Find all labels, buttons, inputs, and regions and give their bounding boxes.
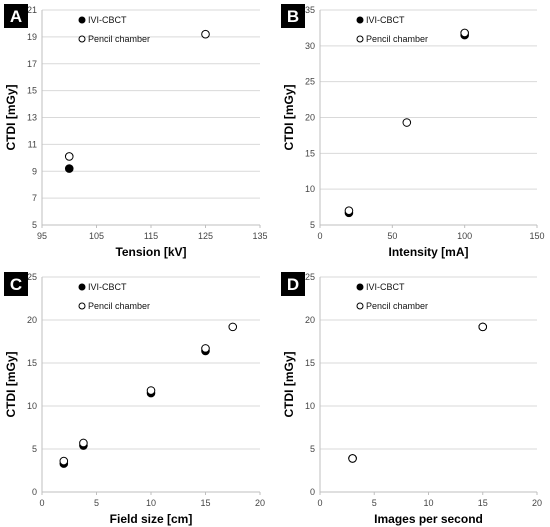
y-axis-title: CTDI [mGy] xyxy=(4,84,18,150)
x-tick-label: 5 xyxy=(94,498,99,508)
point-pencil-chamber xyxy=(59,456,69,466)
legend-marker xyxy=(78,16,86,24)
y-tick-label: 15 xyxy=(305,148,315,158)
point-pencil-chamber xyxy=(79,438,88,448)
y-tick-label: 10 xyxy=(305,184,315,194)
panel-badge-label: C xyxy=(10,275,22,294)
x-tick-label: 15 xyxy=(200,498,210,508)
y-tick-label: 0 xyxy=(32,487,37,497)
legend-label: Pencil chamber xyxy=(88,34,150,44)
panel-c: 0 5 10 15 20 25 0 5 10 15 20 Field size [cm] CTDI [m… xyxy=(4,272,265,526)
y-tick-label: 17 xyxy=(27,59,37,69)
legend-marker xyxy=(78,283,86,291)
y-tick-label: 9 xyxy=(32,166,37,176)
legend-label: IVI-CBCT xyxy=(88,15,127,25)
y-tick-label: 25 xyxy=(27,272,37,282)
point-pencil-chamber xyxy=(478,322,488,332)
y-tick-label: 15 xyxy=(27,358,37,368)
x-tick-label: 20 xyxy=(255,498,265,508)
x-tick-label: 105 xyxy=(89,231,104,241)
y-tick-label: 10 xyxy=(27,401,37,411)
y-tick-label: 19 xyxy=(27,32,37,42)
y-tick-label: 21 xyxy=(27,5,37,15)
y-axis-title: CTDI [mGy] xyxy=(282,351,296,417)
legend-label: Pencil chamber xyxy=(366,301,428,311)
legend-label: IVI-CBCT xyxy=(366,282,405,292)
x-tick-label: 0 xyxy=(317,498,322,508)
point-pencil-chamber xyxy=(201,344,210,353)
point-pencil-chamber xyxy=(228,322,238,332)
y-tick-label: 30 xyxy=(305,41,315,51)
x-tick-label: 100 xyxy=(457,231,472,241)
x-tick-label: 15 xyxy=(478,498,488,508)
x-axis-title: Images per second xyxy=(374,512,483,526)
y-tick-label: 15 xyxy=(27,86,37,96)
x-tick-label: 10 xyxy=(146,498,156,508)
y-tick-label: 13 xyxy=(27,113,37,123)
y-tick-label: 25 xyxy=(305,77,315,87)
legend-marker xyxy=(356,302,364,310)
legend-marker xyxy=(78,302,86,310)
x-tick-label: 20 xyxy=(532,498,542,508)
panel-badge-label: A xyxy=(10,7,22,26)
y-tick-label: 11 xyxy=(28,139,37,149)
y-tick-label: 15 xyxy=(305,358,315,368)
x-tick-label: 95 xyxy=(37,231,47,241)
panel-b: 5 10 15 20 25 30 35 0 50 100 150 Intensity [mA] CTDI… xyxy=(281,4,545,259)
x-tick-label: 10 xyxy=(423,498,433,508)
legend-marker xyxy=(356,16,364,24)
point-pencil-chamber xyxy=(344,206,354,215)
point-pencil-chamber xyxy=(64,152,74,161)
y-tick-label: 35 xyxy=(305,5,315,15)
y-axis-title: CTDI [mGy] xyxy=(282,84,296,150)
point-pencil-chamber xyxy=(460,28,469,38)
x-tick-label: 135 xyxy=(252,231,267,241)
legend-marker xyxy=(356,283,364,291)
x-axis-title: Field size [cm] xyxy=(110,512,193,526)
panel-badge-label: B xyxy=(287,7,299,26)
x-tick-label: 0 xyxy=(39,498,44,508)
y-axis-title: CTDI [mGy] xyxy=(4,351,18,417)
point-ivi-cbct xyxy=(64,164,74,173)
x-tick-label: 150 xyxy=(529,231,544,241)
point-pencil-chamber xyxy=(146,386,156,395)
y-tick-label: 20 xyxy=(305,315,315,325)
y-tick-label: 7 xyxy=(32,193,37,203)
legend-label: IVI-CBCT xyxy=(366,15,405,25)
panel-a: 5 7 9 11 13 15 17 19 21 95 105 115 125 135 Tension [kV… xyxy=(4,4,268,259)
x-tick-label: 125 xyxy=(198,231,213,241)
y-tick-label: 5 xyxy=(310,220,315,230)
legend-label: IVI-CBCT xyxy=(88,282,127,292)
legend-label: Pencil chamber xyxy=(88,301,150,311)
point-pencil-chamber xyxy=(348,454,357,463)
x-axis-title: Intensity [mA] xyxy=(388,245,468,259)
point-pencil-chamber xyxy=(402,118,412,127)
panel-badge xyxy=(4,272,28,296)
y-tick-label: 10 xyxy=(305,401,315,411)
panel-badge-label: D xyxy=(287,275,299,294)
y-tick-label: 5 xyxy=(32,220,37,230)
y-tick-label: 5 xyxy=(32,444,37,454)
x-tick-label: 50 xyxy=(387,231,397,241)
x-axis-title: Tension [kV] xyxy=(115,245,186,259)
point-pencil-chamber xyxy=(201,29,210,39)
y-tick-label: 5 xyxy=(310,444,315,454)
x-tick-label: 5 xyxy=(372,498,377,508)
y-tick-label: 0 xyxy=(310,487,315,497)
y-tick-label: 20 xyxy=(305,113,315,123)
y-tick-label: 25 xyxy=(305,272,315,282)
y-tick-label: 20 xyxy=(27,315,37,325)
legend-marker xyxy=(78,35,86,43)
x-tick-label: 0 xyxy=(317,231,322,241)
panel-badge xyxy=(281,4,305,28)
legend-marker xyxy=(356,35,364,43)
panel-badge xyxy=(4,4,28,28)
legend-label: Pencil chamber xyxy=(366,34,428,44)
panel-badge xyxy=(281,272,305,296)
x-tick-label: 115 xyxy=(144,231,158,241)
panel-d: 0 5 10 15 20 25 0 5 10 15 20 Images per second CTDI … xyxy=(281,272,542,526)
